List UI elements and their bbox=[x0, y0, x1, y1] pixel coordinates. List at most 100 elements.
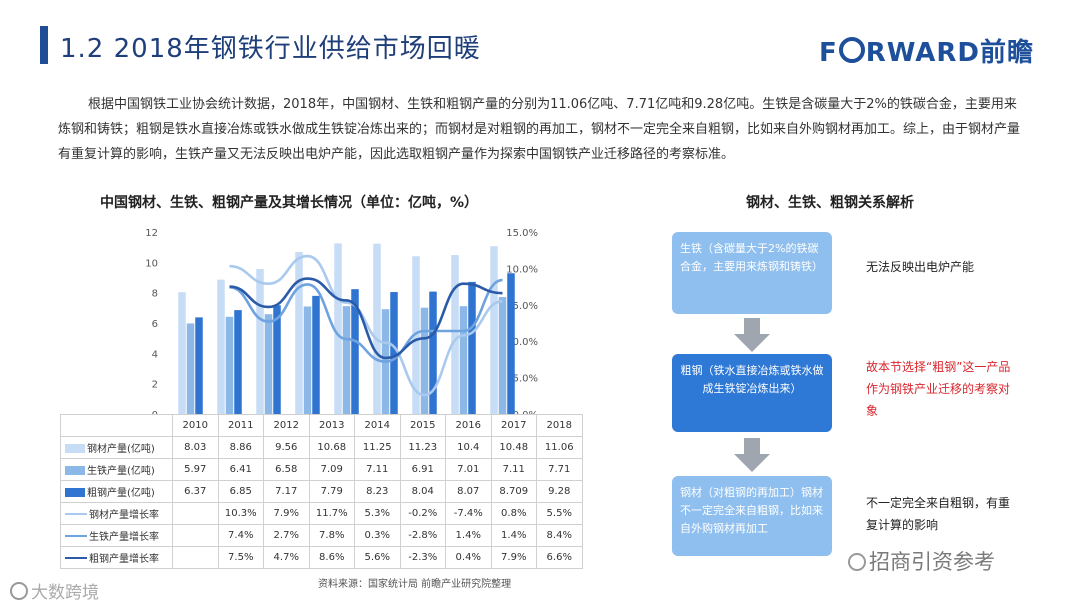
y-right-tick-label: 15.0% bbox=[506, 228, 538, 239]
bar bbox=[273, 305, 281, 414]
table-row: 生铁产量(亿吨) 5.97 6.41 6.58 7.09 7.11 6.91 7.01 7.11… bbox=[60, 458, 583, 481]
data-label: -2.8% bbox=[399, 524, 446, 547]
data-label: 8.4% bbox=[536, 524, 583, 547]
category-label: 2010 bbox=[172, 414, 219, 437]
bar bbox=[490, 246, 498, 414]
data-label: 7.17 bbox=[263, 480, 310, 503]
data-label: 10.48 bbox=[490, 436, 537, 459]
data-label: 11.7% bbox=[308, 502, 355, 525]
data-label: 7.4% bbox=[217, 524, 264, 547]
wechat-icon bbox=[848, 553, 866, 571]
bar bbox=[256, 269, 264, 414]
data-label bbox=[172, 502, 219, 525]
data-label: 5.3% bbox=[354, 502, 401, 525]
chart-title: 中国钢材、生铁、粗钢产量及其增长情况（单位：亿吨，%） bbox=[100, 195, 479, 211]
bar bbox=[186, 323, 195, 414]
data-label: 8.23 bbox=[354, 480, 401, 503]
relation-title: 钢材、生铁、粗钢关系解析 bbox=[746, 195, 914, 211]
category-label: 2013 bbox=[308, 414, 355, 437]
watermark-left: 大数跨境 bbox=[10, 578, 99, 603]
legend-swatch bbox=[65, 466, 85, 475]
note-steel-products: 不一定完全来自粗钢，有重复计算的影响 bbox=[866, 496, 1011, 532]
bar bbox=[178, 292, 186, 414]
series-line bbox=[229, 254, 503, 397]
data-label: -7.4% bbox=[445, 502, 492, 525]
y-right-tick-label: 5.0% bbox=[513, 301, 538, 312]
data-label bbox=[172, 524, 219, 547]
data-label: 7.11 bbox=[354, 458, 401, 481]
data-label: 10.4 bbox=[445, 436, 492, 459]
table-row: 钢材产量(亿吨) 8.03 8.86 9.56 10.68 11.25 11.23 10.4 1… bbox=[60, 436, 583, 459]
series-label: 生铁产量(亿吨) bbox=[60, 458, 173, 481]
bar bbox=[412, 256, 420, 414]
table-corner-cell bbox=[60, 414, 173, 437]
category-label: 2011 bbox=[217, 414, 264, 437]
page-title: 1.2 2018年钢铁行业供给市场回暖 bbox=[60, 34, 481, 64]
data-label: 6.91 bbox=[399, 458, 446, 481]
bar bbox=[295, 252, 303, 414]
y-right-tick-label: -5.0% bbox=[509, 374, 538, 385]
data-label: 7.09 bbox=[308, 458, 355, 481]
data-label: 2.7% bbox=[263, 524, 310, 547]
y-left-tick-label: 6 bbox=[152, 319, 158, 330]
data-label: -2.3% bbox=[399, 546, 446, 569]
y-left-tick-label: 12 bbox=[145, 228, 158, 239]
down-arrow-icon bbox=[734, 438, 770, 472]
y-right-tick-label: 10.0% bbox=[506, 264, 538, 275]
data-label: 6.41 bbox=[217, 458, 264, 481]
steel-products-box: 钢材（对粗钢的再加工）钢材不一定完全来自粗钢，比如来自外购钢材再加工 bbox=[672, 476, 832, 556]
bar bbox=[429, 291, 437, 414]
y-left-tick-label: 4 bbox=[152, 349, 158, 360]
series-name: 粗钢产量增长率 bbox=[89, 554, 159, 565]
note-crude-steel: 故本节选择“粗钢”这一产品作为钢铁产业迁移的考察对象 bbox=[866, 360, 1011, 418]
y-right-tick-label: -10.0% bbox=[503, 410, 538, 416]
category-label: 2016 bbox=[445, 414, 492, 437]
watermark-right: 招商引资参考 bbox=[848, 546, 995, 576]
data-label: 8.03 bbox=[172, 436, 219, 459]
crude-steel-box: 粗钢（铁水直接冶炼或铁水做成生铁锭冶炼出来） bbox=[672, 354, 832, 432]
y-left-tick-label: 0 bbox=[152, 410, 158, 416]
chart-data-table: 2010 2011 2012 2013 2014 2015 2016 2017 2018 钢材产量… bbox=[60, 414, 583, 569]
series-label: 钢材产量(亿吨) bbox=[60, 436, 173, 459]
table-row: 生铁产量增长率 7.4% 2.7% 7.8% 0.3% -2.8% 1.4% 1.4% 8.4% bbox=[60, 524, 583, 547]
table-row: 粗钢产量(亿吨) 6.37 6.85 7.17 7.79 8.23 8.04 8.07 8.70… bbox=[60, 480, 583, 503]
production-chart: 0 2 4 6 8 10 12 -10.0% -5.0% 0.0% 5.0% 10.0% 15.0% bbox=[145, 228, 538, 416]
data-label: 0.3% bbox=[354, 524, 401, 547]
series-name: 生铁产量增长率 bbox=[89, 532, 159, 543]
y-left-tick-label: 10 bbox=[145, 258, 158, 269]
bar bbox=[234, 310, 242, 414]
category-label: 2012 bbox=[263, 414, 310, 437]
data-label: 10.68 bbox=[308, 436, 355, 459]
note-pig-iron: 无法反映出电炉产能 bbox=[866, 260, 975, 274]
data-label: 8.86 bbox=[217, 436, 264, 459]
data-label: 9.56 bbox=[263, 436, 310, 459]
category-label: 2015 bbox=[399, 414, 446, 437]
y-left-tick-label: 2 bbox=[152, 380, 158, 391]
bar bbox=[334, 243, 342, 414]
title-accent-bar bbox=[40, 26, 48, 64]
data-label: 0.4% bbox=[445, 546, 492, 569]
data-label: 5.97 bbox=[172, 458, 219, 481]
data-label: 11.23 bbox=[399, 436, 446, 459]
data-label: 5.5% bbox=[536, 502, 583, 525]
series-label: 粗钢产量(亿吨) bbox=[60, 480, 173, 503]
series-label: 粗钢产量增长率 bbox=[60, 546, 173, 569]
data-label: 6.85 bbox=[217, 480, 264, 503]
table-header-row: 2010 2011 2012 2013 2014 2015 2016 2017 2018 bbox=[60, 414, 583, 437]
bar bbox=[217, 279, 225, 414]
watermark-logo-icon bbox=[10, 582, 28, 600]
down-arrow-icon bbox=[734, 318, 770, 352]
bar bbox=[390, 292, 398, 414]
bar bbox=[420, 307, 429, 414]
series-label: 生铁产量增长率 bbox=[60, 524, 173, 547]
data-label: 9.28 bbox=[536, 480, 583, 503]
data-label: 6.37 bbox=[172, 480, 219, 503]
series-line bbox=[229, 277, 503, 360]
intro-paragraph: 根据中国钢铁工业协会统计数据，2018年，中国钢材、生铁和粗钢产量的分别为11.… bbox=[58, 97, 1021, 162]
bar bbox=[498, 297, 507, 414]
series-label: 钢材产量增长率 bbox=[60, 502, 173, 525]
bar bbox=[351, 289, 359, 414]
data-label: -0.2% bbox=[399, 502, 446, 525]
series-name: 钢材产量增长率 bbox=[89, 510, 159, 521]
data-label: 8.6% bbox=[308, 546, 355, 569]
